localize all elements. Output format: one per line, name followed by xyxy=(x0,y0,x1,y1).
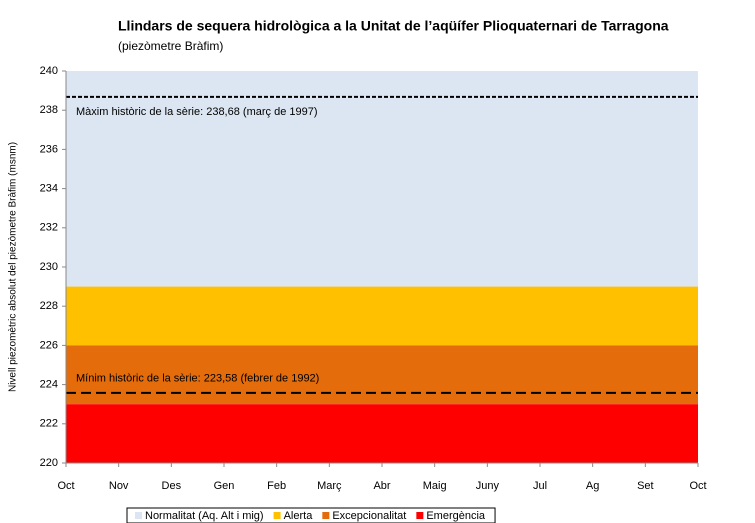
x-tick-label: Oct xyxy=(57,480,74,492)
band xyxy=(66,286,698,346)
legend: Normalitat (Aq. Alt i mig) Alerta Excepcio… xyxy=(126,507,496,523)
band xyxy=(66,404,698,463)
y-tick-label: 220 xyxy=(40,457,58,469)
y-tick-label: 240 xyxy=(40,65,58,77)
chart-title: Llindars de sequera hidrològica a la Uni… xyxy=(118,18,669,34)
x-tick-label: Abr xyxy=(373,480,390,492)
y-tick-label: 226 xyxy=(40,339,58,351)
legend-swatch xyxy=(135,512,142,519)
x-tick-label: Set xyxy=(637,480,654,492)
x-tick-label: Gen xyxy=(214,480,235,492)
x-tick-label: Jul xyxy=(533,480,547,492)
x-tick-label: Juny xyxy=(476,480,500,492)
legend-label: Alerta xyxy=(284,510,314,522)
x-tick-label: Ag xyxy=(586,480,599,492)
y-tick-label: 224 xyxy=(40,379,58,391)
y-tick-label: 228 xyxy=(40,300,58,312)
legend-label: Emergència xyxy=(426,510,486,522)
y-tick-label: 234 xyxy=(40,183,58,195)
y-tick-label: 238 xyxy=(40,104,58,116)
x-tick-label: Oct xyxy=(689,480,706,492)
x-tick-label: Des xyxy=(162,480,182,492)
legend-swatch xyxy=(273,512,281,519)
y-tick-label: 230 xyxy=(40,261,58,273)
legend-swatch xyxy=(416,512,424,519)
band xyxy=(66,71,698,287)
legend-box xyxy=(126,507,496,523)
legend-swatch xyxy=(322,512,330,519)
x-tick-label: Feb xyxy=(267,480,286,492)
x-tick-label: Març xyxy=(317,480,342,492)
y-axis-label: Nivell piezomètric absolut del piezòmetr… xyxy=(8,142,19,392)
reference-label: Màxim històric de la sèrie: 238,68 (març… xyxy=(76,106,318,118)
band xyxy=(66,345,698,405)
legend-label: Normalitat (Aq. Alt i mig) xyxy=(145,510,264,522)
x-tick-label: Nov xyxy=(109,480,129,492)
y-tick-label: 232 xyxy=(40,222,58,234)
chart-subtitle: (piezòmetre Bràfim) xyxy=(118,39,223,53)
y-tick-label: 222 xyxy=(40,418,58,430)
y-tick-label: 236 xyxy=(40,143,58,155)
legend-label: Excepcionalitat xyxy=(332,510,406,522)
x-tick-label: Maig xyxy=(423,480,447,492)
reference-label: Mínim històric de la sèrie: 223,58 (febr… xyxy=(76,373,319,385)
